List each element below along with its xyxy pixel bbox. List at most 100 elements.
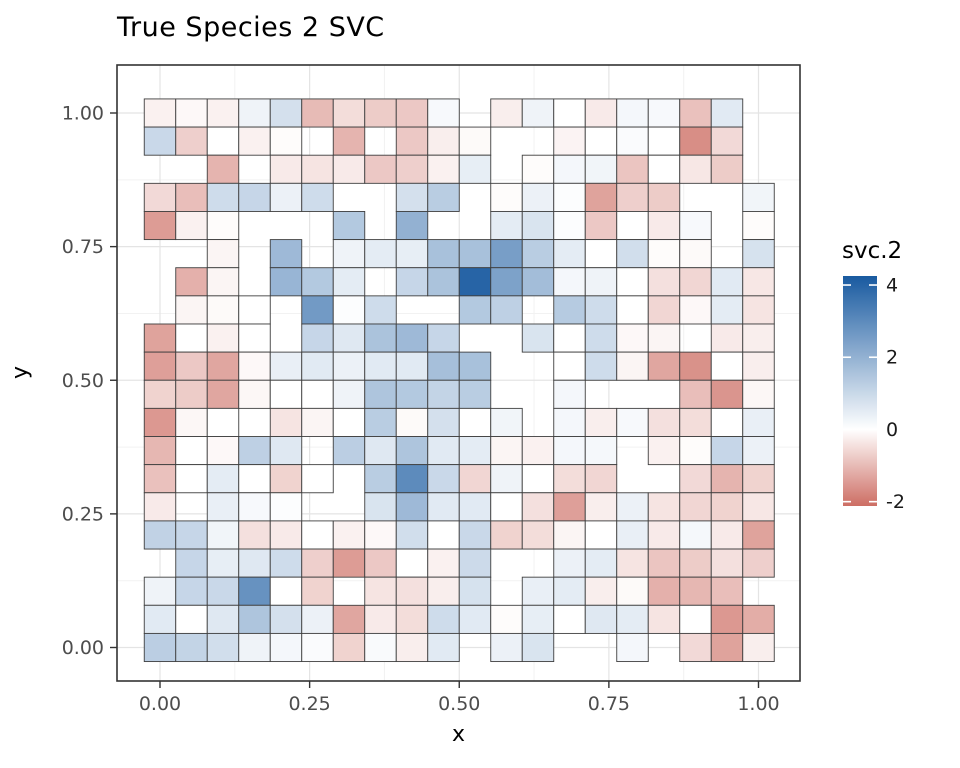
heatmap-tile bbox=[269, 464, 303, 494]
heatmap-tile bbox=[647, 126, 681, 156]
heatmap-tile bbox=[521, 182, 555, 212]
heatmap-tile bbox=[143, 464, 177, 494]
heatmap-tile bbox=[206, 548, 240, 578]
heatmap-tile bbox=[553, 436, 586, 466]
heatmap-tile bbox=[364, 239, 397, 269]
heatmap-tile bbox=[332, 98, 366, 128]
heatmap-tile bbox=[710, 154, 744, 184]
heatmap-tile bbox=[679, 379, 712, 409]
y-tick-label: 1.00 bbox=[62, 103, 104, 125]
heatmap-tile bbox=[553, 492, 586, 522]
heatmap-tile bbox=[175, 548, 208, 578]
heatmap-tile bbox=[269, 98, 303, 128]
heatmap-tile bbox=[206, 436, 240, 466]
heatmap-tile bbox=[238, 632, 271, 663]
heatmap-tile bbox=[679, 239, 712, 269]
heatmap-tile bbox=[521, 576, 555, 606]
heatmap-tile bbox=[742, 182, 775, 212]
heatmap-tile bbox=[647, 239, 681, 269]
heatmap-tile bbox=[616, 576, 649, 606]
heatmap-tile bbox=[332, 632, 366, 663]
heatmap-tile bbox=[521, 520, 555, 550]
heatmap-tile bbox=[710, 464, 744, 494]
chart-title: True Species 2 SVC bbox=[117, 12, 385, 43]
heatmap-tile bbox=[238, 520, 271, 550]
heatmap-tile bbox=[238, 98, 271, 128]
heatmap-tile bbox=[364, 323, 397, 353]
heatmap-tile bbox=[553, 154, 586, 184]
heatmap-tile bbox=[458, 576, 492, 606]
heatmap-tile bbox=[553, 351, 586, 381]
heatmap-tile bbox=[710, 295, 744, 325]
heatmap-tile bbox=[710, 407, 744, 437]
heatmap-tile bbox=[427, 182, 460, 212]
heatmap-tile bbox=[490, 604, 523, 634]
legend-title: svc.2 bbox=[842, 238, 903, 264]
heatmap-tile bbox=[679, 98, 712, 128]
heatmap-tile bbox=[458, 379, 492, 409]
heatmap-tile bbox=[710, 267, 744, 297]
heatmap-tile bbox=[175, 604, 208, 634]
heatmap-tile bbox=[143, 126, 177, 156]
heatmap-tile bbox=[175, 182, 208, 212]
y-axis-title: y bbox=[8, 365, 34, 380]
heatmap-tile bbox=[301, 295, 334, 325]
heatmap-tile bbox=[175, 211, 208, 241]
heatmap-tile bbox=[332, 211, 366, 241]
heatmap-tile bbox=[206, 492, 240, 522]
heatmap-tile bbox=[679, 436, 712, 466]
heatmap-tile bbox=[427, 379, 460, 409]
heatmap-tile bbox=[584, 323, 618, 353]
heatmap-tile bbox=[521, 211, 555, 241]
heatmap-tile bbox=[332, 407, 366, 437]
heatmap-tile bbox=[206, 239, 240, 269]
heatmap-tile bbox=[553, 182, 586, 212]
y-tick-label: 0.25 bbox=[62, 503, 104, 525]
heatmap-tile bbox=[679, 576, 712, 606]
heatmap-tile bbox=[301, 464, 334, 494]
heatmap-tile bbox=[710, 520, 744, 550]
heatmap-tile bbox=[458, 295, 492, 325]
heatmap-tile bbox=[742, 492, 775, 522]
heatmap-tile bbox=[206, 267, 240, 297]
heatmap-tile bbox=[427, 576, 460, 606]
heatmap-tile bbox=[143, 520, 177, 550]
x-tick-label: 0.50 bbox=[438, 693, 480, 715]
heatmap-tile bbox=[332, 239, 366, 269]
heatmap-tile bbox=[175, 436, 208, 466]
heatmap-tile bbox=[521, 98, 555, 128]
heatmap-tile bbox=[710, 548, 744, 578]
heatmap-tile bbox=[238, 576, 271, 606]
heatmap-tile bbox=[427, 464, 460, 494]
heatmap-tile bbox=[742, 211, 775, 241]
heatmap-tile bbox=[616, 211, 649, 241]
heatmap-tile bbox=[584, 548, 618, 578]
heatmap-tile bbox=[710, 632, 744, 663]
heatmap-tile bbox=[427, 126, 460, 156]
heatmap-tile bbox=[679, 295, 712, 325]
heatmap-tile bbox=[521, 492, 555, 522]
heatmap-tile bbox=[206, 295, 240, 325]
heatmap-tile bbox=[269, 182, 303, 212]
y-tick-label: 0.75 bbox=[62, 236, 104, 258]
heatmap-tile bbox=[553, 295, 586, 325]
heatmap-tile bbox=[238, 604, 271, 634]
heatmap-tile bbox=[301, 379, 334, 409]
heatmap-tile bbox=[143, 492, 177, 522]
heatmap-tile bbox=[175, 520, 208, 550]
heatmap-tile bbox=[679, 351, 712, 381]
heatmap-tile bbox=[395, 436, 429, 466]
heatmap-tile bbox=[679, 520, 712, 550]
heatmap-tile bbox=[521, 154, 555, 184]
heatmap-tile bbox=[616, 492, 649, 522]
heatmap-tile bbox=[206, 464, 240, 494]
heatmap-tile bbox=[175, 126, 208, 156]
heatmap-tile bbox=[584, 520, 618, 550]
heatmap-tile bbox=[616, 407, 649, 437]
heatmap-tile bbox=[143, 604, 177, 634]
heatmap-tile bbox=[395, 239, 429, 269]
heatmap-tile bbox=[206, 98, 240, 128]
heatmap-tile bbox=[395, 632, 429, 663]
heatmap-tile bbox=[490, 407, 523, 437]
